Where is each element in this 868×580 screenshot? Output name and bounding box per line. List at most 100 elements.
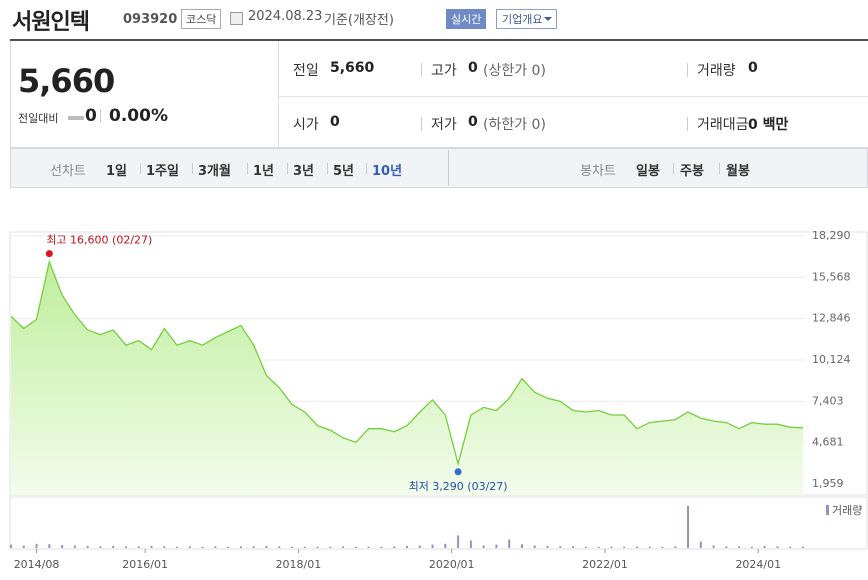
stock-code: 093920 (123, 12, 178, 27)
separator (673, 163, 674, 174)
extreme-marker (45, 250, 53, 258)
volume-bar (597, 546, 600, 548)
volume-bar (725, 546, 728, 548)
volume-bar (687, 506, 690, 548)
separator (192, 163, 193, 174)
volume-bar (572, 546, 575, 548)
x-tick-label: 2018/01 (276, 558, 322, 571)
tab[interactable]: 10년 (372, 164, 403, 179)
volume-bar (99, 546, 102, 548)
volume-bar (635, 546, 638, 548)
tab[interactable]: 3개월 (198, 164, 231, 179)
tab[interactable]: 1일 (106, 164, 128, 179)
separator (421, 63, 422, 77)
market-badge: 코스닥 (181, 9, 222, 29)
volume-bar (546, 545, 549, 548)
y-tick-label: 7,403 (812, 394, 844, 407)
price-area (11, 261, 803, 495)
divider (278, 147, 868, 148)
separator (247, 163, 248, 174)
date: 2024.08.23 (248, 9, 323, 24)
volume-bar (227, 546, 230, 548)
volume-bar (303, 546, 306, 548)
date-basis: 기준(개장전) (324, 13, 394, 28)
tab-group-label: 봉차트 (580, 164, 616, 179)
y-tick-label: 4,681 (812, 436, 844, 449)
summary-label: 거래량 (697, 63, 736, 79)
annotation: 최저 3,290 (03/27) (409, 480, 508, 493)
volume-bar (610, 546, 613, 548)
volume-bar (802, 546, 804, 548)
x-tick-label: 2022/01 (582, 558, 628, 571)
volume-bar (291, 546, 294, 548)
volume-bar (354, 546, 357, 548)
volume-bar (469, 540, 472, 548)
volume-bar (73, 545, 76, 548)
tab[interactable]: 5년 (333, 164, 355, 179)
summary-value: 0 백만 (748, 117, 789, 133)
volume-bar (482, 545, 485, 548)
separator (140, 163, 141, 174)
volume-bar (265, 545, 268, 548)
x-tick-label: 2024/01 (735, 558, 781, 571)
volume-bar (699, 541, 702, 548)
volume-bar (763, 545, 766, 548)
volume-bar (712, 545, 715, 548)
company-dropdown[interactable]: 기업개요 (496, 9, 558, 29)
volume-bar (112, 545, 115, 548)
volume-bar (252, 546, 255, 548)
volume-bar (789, 546, 792, 548)
volume-bar (418, 545, 421, 548)
volume-bar (163, 546, 166, 548)
volume-bar (444, 543, 447, 548)
volume-bar (316, 546, 319, 548)
summary-label: 저가 (431, 117, 457, 133)
summary-label: 거래대금 (697, 117, 749, 133)
volume-bar (508, 539, 511, 548)
separator (327, 163, 328, 174)
volume-bar (776, 546, 779, 548)
x-tick-label: 2020/01 (429, 558, 475, 571)
volume-bar (495, 544, 498, 548)
summary-label: 전일 (293, 63, 319, 79)
change: 0 (85, 106, 97, 126)
tab[interactable]: 3년 (293, 164, 315, 179)
volume-bar (48, 544, 51, 548)
volume-bar (22, 545, 25, 548)
tab[interactable]: 1주일 (146, 164, 179, 179)
x-tick-label: 2014/08 (14, 558, 60, 571)
price-box (10, 41, 279, 148)
separator (287, 163, 288, 174)
tab[interactable]: 주봉 (680, 164, 704, 179)
volume-bar (533, 545, 536, 548)
volume-bar (380, 546, 383, 548)
volume-bar (239, 546, 242, 548)
volume-bar (150, 545, 153, 548)
volume-bar (431, 544, 434, 548)
change-label: 전일대비 (18, 112, 59, 125)
tab[interactable]: 월봉 (726, 164, 750, 179)
tab[interactable]: 1년 (253, 164, 275, 179)
volume-bar (201, 546, 204, 548)
summary-value: 0 (330, 114, 340, 130)
summary-label: 시가 (293, 117, 319, 133)
change-rate: 0.00% (109, 106, 168, 126)
summary-value: 0 (748, 60, 758, 76)
y-tick-label: 10,124 (812, 353, 851, 366)
summary-value: 0 (468, 114, 478, 130)
volume-bar (367, 546, 370, 548)
separator (719, 163, 720, 174)
tab[interactable]: 일봉 (636, 164, 660, 179)
volume-bar (35, 543, 38, 548)
volume-bar (10, 544, 12, 548)
legend-label: 거래량 (832, 504, 862, 517)
extreme-marker (454, 468, 462, 476)
volume-bar (559, 546, 562, 548)
volume-bar (738, 546, 741, 548)
y-tick-label: 1,959 (812, 477, 844, 490)
volume-bar (86, 545, 89, 548)
realtime-button[interactable]: 실시간 (446, 9, 487, 29)
y-tick-label: 12,846 (812, 312, 851, 325)
